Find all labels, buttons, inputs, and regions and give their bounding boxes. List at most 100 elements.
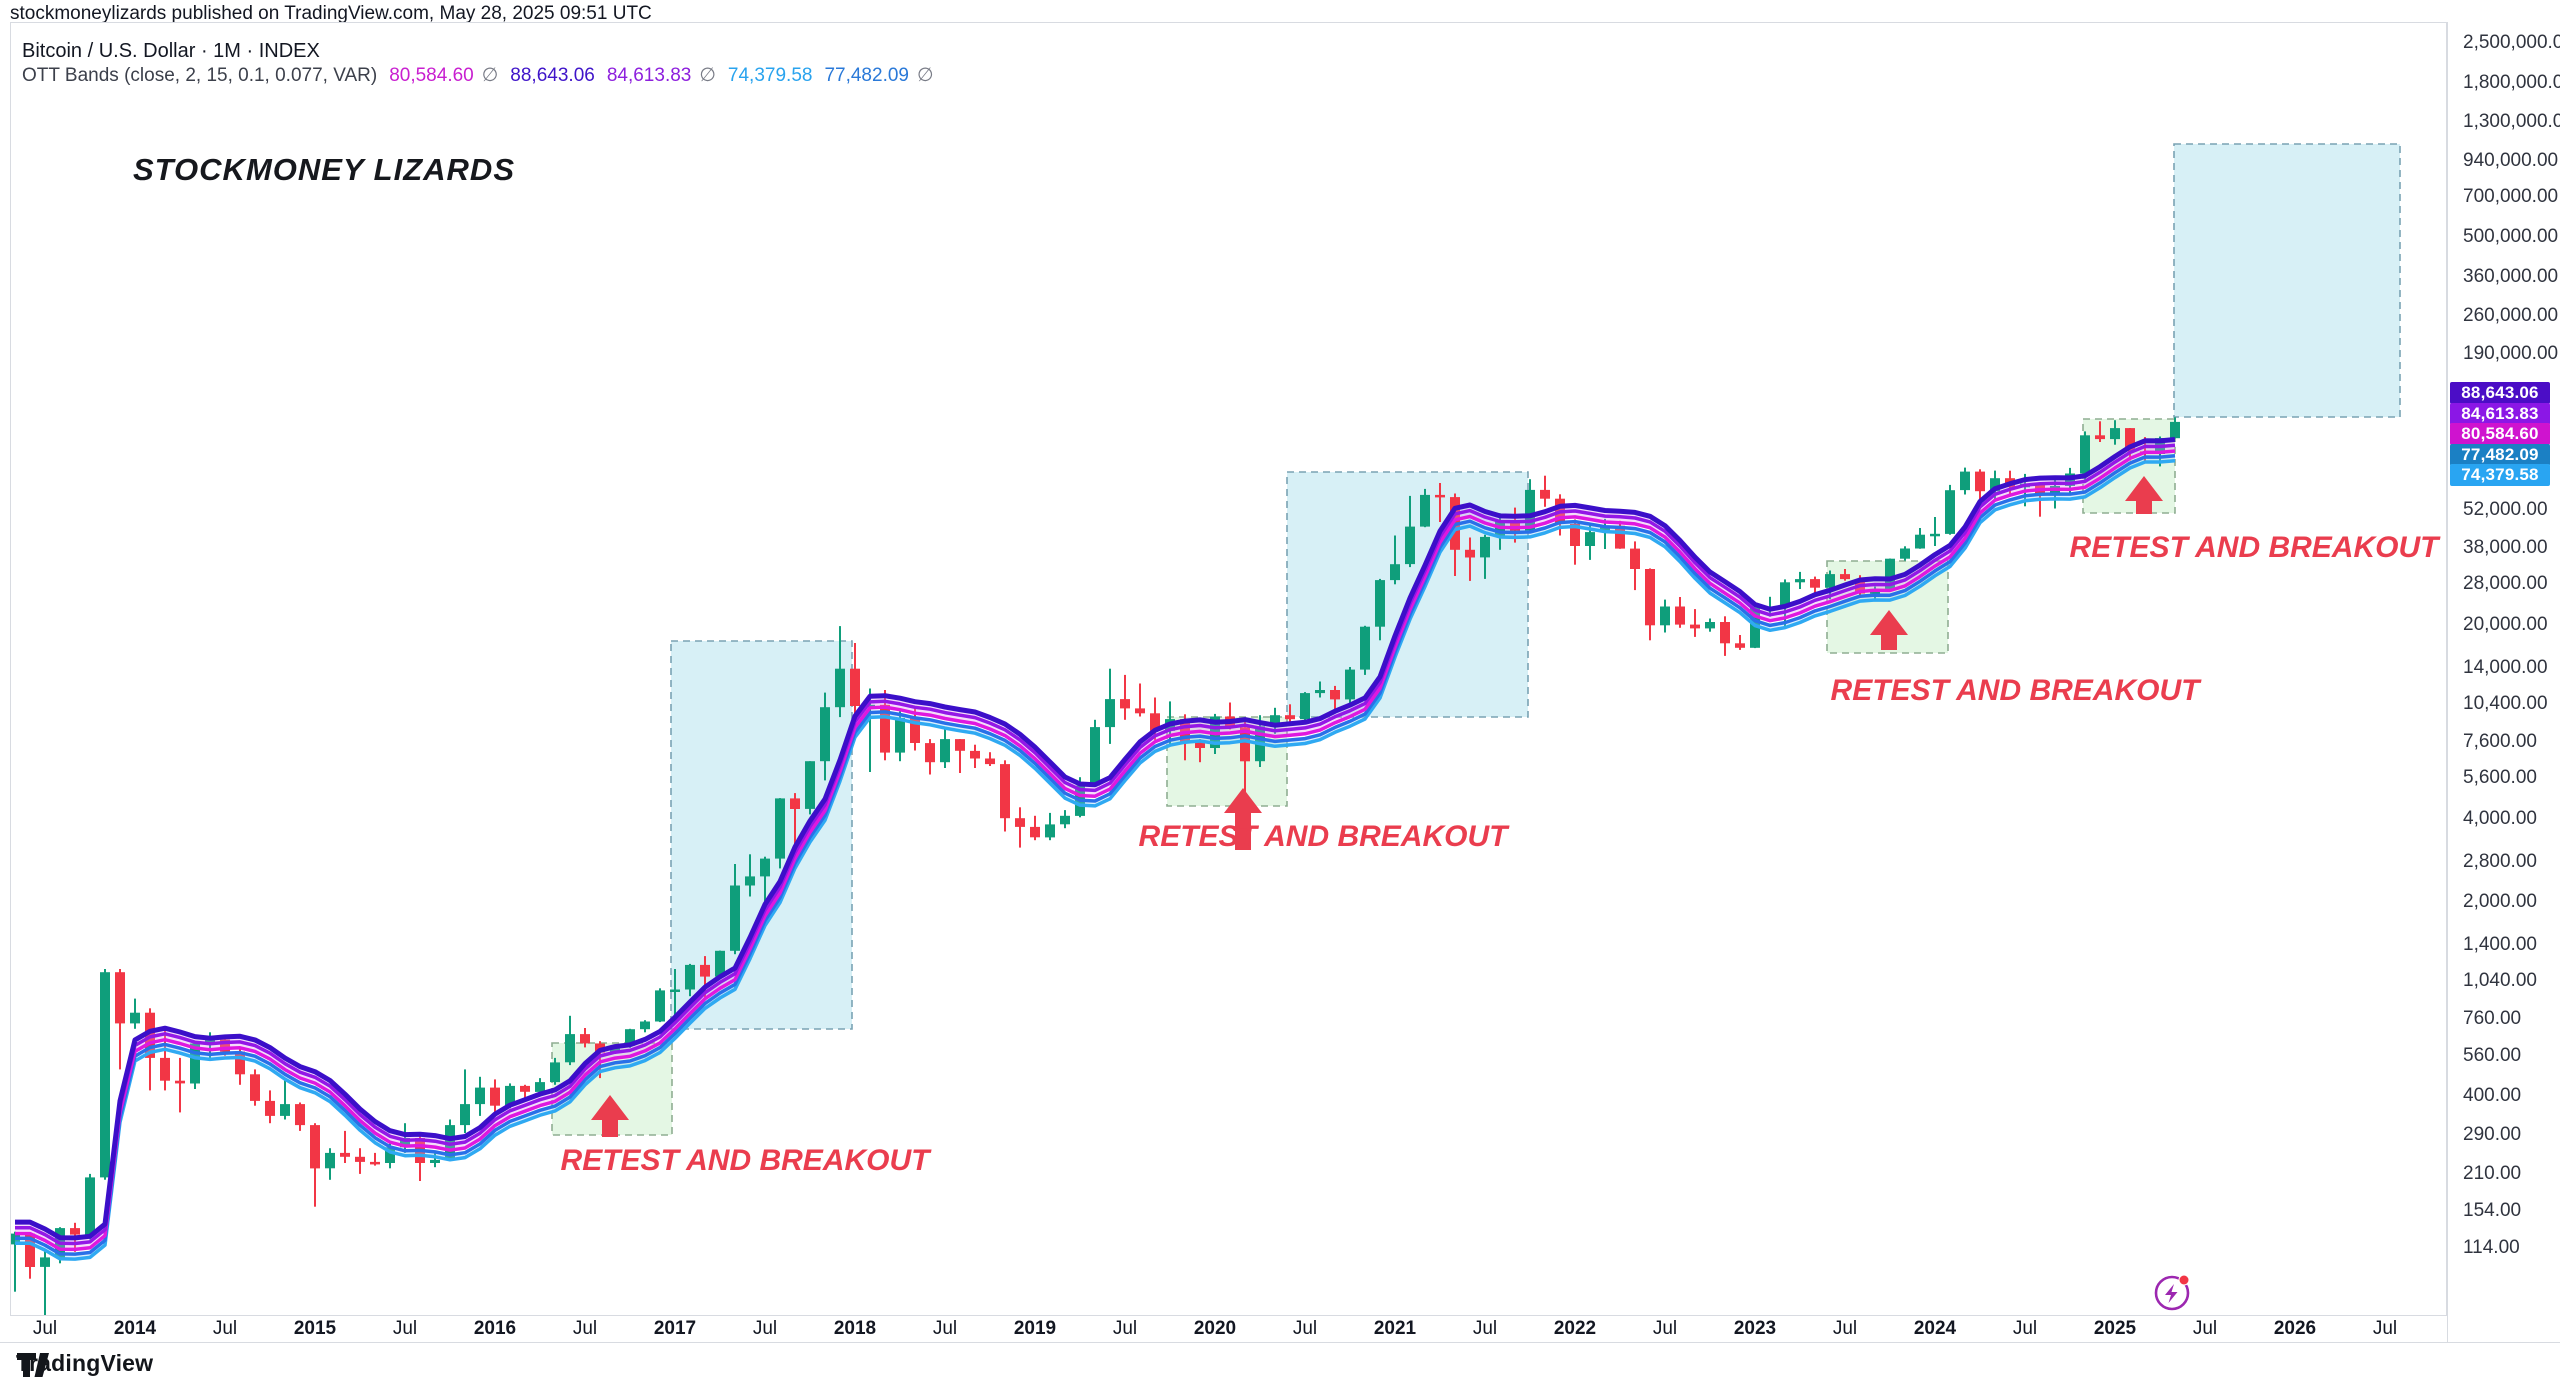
price-tick: 1,040.00: [2463, 970, 2537, 992]
indicator-value-null-sign: ∅: [481, 65, 499, 86]
band-line-upper2: [15, 437, 2176, 1241]
time-tick: Jul: [1832, 1318, 1858, 1339]
retest-arrows: [591, 476, 2163, 1137]
symbol-title: Bitcoin / U.S. Dollar · 1M · INDEX: [22, 40, 320, 62]
price-tick: 14,000.00: [2463, 656, 2548, 678]
time-tick: 2020: [1193, 1318, 1237, 1339]
time-tick: 2017: [653, 1318, 697, 1339]
price-tick: 5,600.00: [2463, 767, 2537, 789]
retest-breakout-label: RETEST AND BREAKOUT: [1831, 674, 2203, 707]
price-tick: 360,000.00: [2463, 265, 2559, 287]
price-tick: 560.00: [2463, 1044, 2522, 1066]
flash-icon[interactable]: [2154, 1274, 2190, 1311]
indicator-value-lower2: 74,379.58: [727, 65, 813, 86]
price-tick: 7,600.00: [2463, 730, 2537, 752]
band-price-label: 80,584.60: [2450, 423, 2550, 445]
time-tick: Jul: [2012, 1318, 2038, 1339]
time-tick: 2015: [293, 1318, 337, 1339]
indicator-value-null-sign: ∅: [699, 65, 716, 86]
time-tick: Jul: [212, 1318, 238, 1339]
price-axis[interactable]: 2,500,000.00 1,800,000.00 1,300,000.00 940,…: [2447, 22, 2560, 1342]
price-tick: 20,000.00: [2463, 613, 2548, 635]
author-watermark: STOCKMONEY LIZARDS: [133, 152, 515, 187]
candlestick-series: [11, 417, 2180, 1315]
band-price-label: 88,643.06: [2450, 382, 2550, 404]
breakout-box: [2173, 143, 2401, 418]
time-tick: 2019: [1013, 1318, 1057, 1339]
time-tick: Jul: [392, 1318, 418, 1339]
up-arrow: [1224, 788, 1262, 850]
band-line-lower2: [15, 458, 2176, 1261]
time-tick: Jul: [932, 1318, 958, 1339]
price-tick: 400.00: [2463, 1085, 2522, 1107]
indicator-value-mid: 80,584.60: [389, 65, 474, 86]
price-tick: 700,000.00: [2463, 185, 2559, 207]
price-tick: 52,000.00: [2463, 498, 2548, 520]
price-tick: 2,800.00: [2463, 850, 2537, 872]
indicator-value-lower1: 77,482.09: [824, 65, 909, 86]
price-tick: 760.00: [2463, 1007, 2522, 1029]
time-tick: 2023: [1733, 1318, 1777, 1339]
price-tick: 1,300,000.00: [2463, 110, 2560, 132]
chart-pane[interactable]: [10, 22, 2447, 1316]
price-tick: 114.00: [2463, 1236, 2520, 1258]
time-tick: Jul: [572, 1318, 598, 1339]
time-tick: Jul: [32, 1318, 58, 1339]
price-tick: 2,000.00: [2463, 891, 2537, 913]
price-tick: 1,800,000.00: [2463, 71, 2560, 93]
price-tick: 28,000.00: [2463, 573, 2548, 595]
indicator-value-upper2: 88,643.06: [510, 65, 595, 86]
chart-outer-border: [0, 1342, 2560, 1343]
indicator-row: OTT Bands (close, 2, 15, 0.1, 0.077, VAR…: [22, 64, 934, 87]
price-tick: 500,000.00: [2463, 226, 2559, 247]
time-tick: 2025: [2093, 1318, 2137, 1339]
up-arrow: [591, 1095, 629, 1137]
price-tick: 4,000.00: [2463, 807, 2537, 829]
annotation-texts: RETEST AND BREAKOUT RETEST AND BREAKOUT RE…: [561, 531, 2442, 1177]
retest-breakout-label: RETEST AND BREAKOUT: [561, 1144, 933, 1177]
price-tick: 210.00: [2463, 1162, 2522, 1184]
indicator-value-null-sign: ∅: [916, 65, 934, 86]
price-tick: 190,000.00: [2463, 342, 2559, 364]
band-line-upper1: [15, 443, 2176, 1246]
time-axis[interactable]: Jul 2014 Jul 2015 Jul 2016 Jul 2017 Jul 2018 Jul 20…: [10, 1316, 2447, 1342]
tradingview-logo-icon: [17, 1353, 49, 1377]
price-tick: 154.00: [2463, 1200, 2522, 1222]
time-tick: Jul: [752, 1318, 778, 1339]
price-tick: 260,000.00: [2463, 304, 2559, 326]
price-tick: 38,000.00: [2463, 536, 2548, 558]
indicator-value-upper1: 84,613.83: [606, 65, 692, 86]
breakout-box: [1286, 471, 1529, 718]
annotation-boxes: [551, 143, 2401, 1136]
band-price-label: 74,379.58: [2450, 464, 2550, 486]
time-tick: 2014: [113, 1318, 157, 1339]
time-tick: 2022: [1553, 1318, 1597, 1339]
time-tick: Jul: [2192, 1318, 2218, 1339]
time-tick: 2016: [473, 1318, 517, 1339]
price-tick: 940,000.00: [2463, 149, 2559, 171]
indicator-name: OTT Bands (close, 2, 15, 0.1, 0.077, VAR…: [22, 65, 378, 86]
band-price-label: 84,613.83: [2450, 403, 2550, 425]
time-tick: 2018: [833, 1318, 877, 1339]
up-arrow: [1870, 610, 1908, 650]
up-arrow: [2125, 476, 2163, 514]
time-tick: Jul: [1112, 1318, 1138, 1339]
time-tick: Jul: [1652, 1318, 1678, 1339]
time-tick: Jul: [2372, 1318, 2398, 1339]
ott-bands-overlay: [15, 437, 2176, 1261]
band-line-mid: [15, 449, 2176, 1252]
time-tick: Jul: [1472, 1318, 1498, 1339]
publication-attribution: stockmoneylizards published on TradingVi…: [10, 3, 652, 24]
time-tick: 2024: [1913, 1318, 1957, 1339]
band-line-lower1: [15, 454, 2176, 1256]
breakout-box: [670, 640, 853, 1030]
time-tick: Jul: [1292, 1318, 1318, 1339]
band-price-label: 77,482.09: [2450, 444, 2550, 466]
tradingview-logo[interactable]: TradingView: [16, 1350, 153, 1377]
time-tick: 2021: [1373, 1318, 1417, 1339]
price-tick: 1,400.00: [2463, 934, 2537, 956]
price-tick: 10,400.00: [2463, 692, 2548, 714]
price-tick: 2,500,000.00: [2463, 32, 2560, 54]
